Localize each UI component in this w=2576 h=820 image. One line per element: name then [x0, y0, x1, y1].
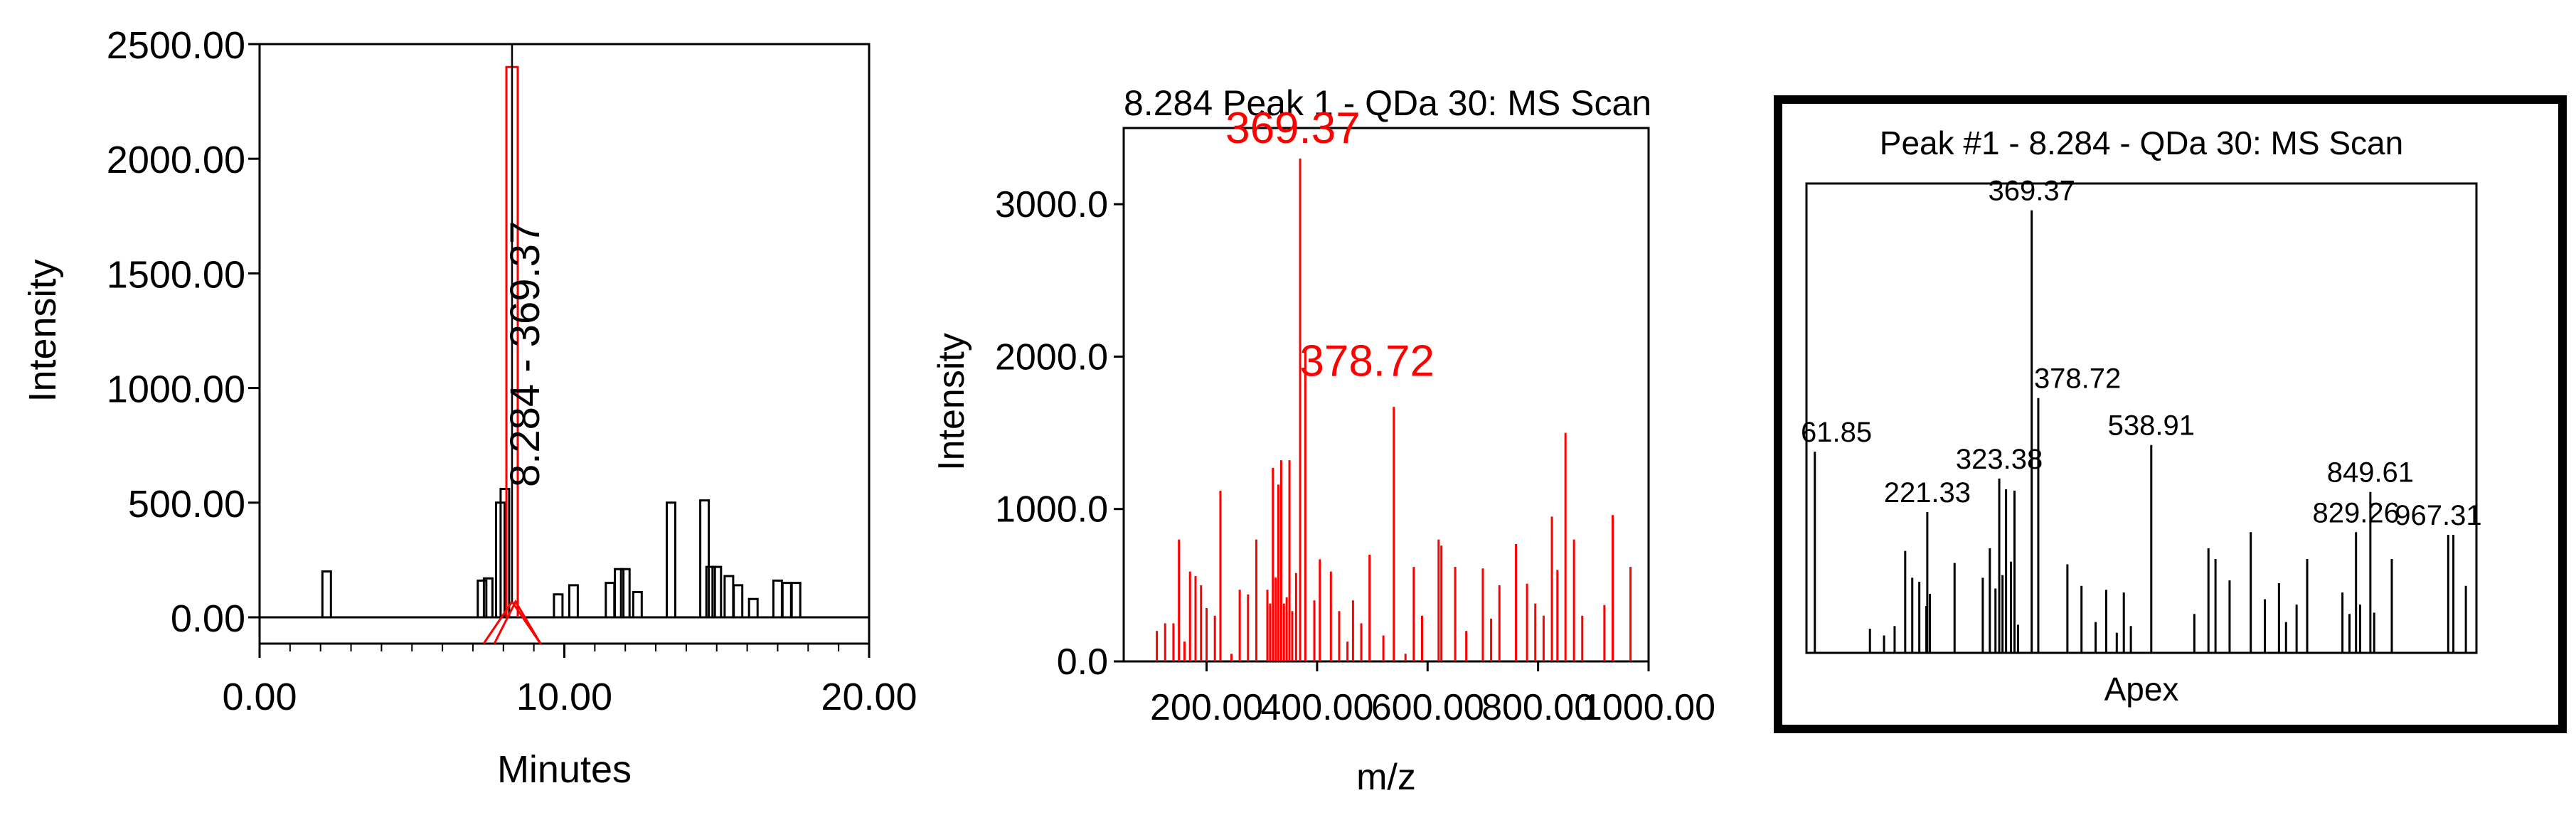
chromatogram-peak	[614, 568, 625, 617]
apex-spectrum-chart: Peak #1 - 8.284 - QDa 30: MS Scan Apex 61.…	[1774, 95, 2567, 733]
chromatogram-peak	[747, 597, 759, 617]
y-tick-label: 3000.0	[995, 184, 1108, 225]
y-axis-label: Intensity	[21, 259, 64, 402]
chromatogram-peak	[781, 582, 792, 617]
chart-title: 8.284 Peak 1 - QDa 30: MS Scan	[1124, 83, 1651, 123]
y-tick-label: 500.00	[128, 483, 245, 526]
peak-label: 378.72	[2034, 363, 2121, 395]
y-tick-label: 0.00	[171, 597, 245, 640]
peak-label: 369.37	[1989, 176, 2075, 207]
peak-label: 829.26	[2313, 497, 2400, 528]
chromatogram-peak	[568, 584, 579, 617]
plot-frame	[258, 43, 871, 645]
chromatogram-peak	[733, 584, 744, 617]
x-tick-label: 1000.00	[1582, 687, 1715, 728]
plot-frame	[1122, 127, 1650, 663]
chromatogram-peak	[499, 488, 511, 617]
x-tick-label: 10.00	[516, 676, 612, 718]
peak-label: 849.61	[2327, 457, 2414, 489]
x-axis-label: m/z	[1356, 757, 1416, 798]
outer-frame	[1774, 95, 2567, 733]
peak-integration-mark	[493, 599, 542, 644]
chromatogram-chart: 0.00 500.00 1000.00 1500.00 2000.00 2500.00 0.…	[21, 24, 917, 791]
peak-label: 61.85	[1801, 417, 1872, 448]
x-tick-label: 200.00	[1150, 687, 1263, 728]
chromatogram-peak	[790, 582, 802, 617]
x-tick-label: 20.00	[821, 676, 917, 718]
chromatogram-peak	[477, 579, 488, 617]
chromatogram-peak	[321, 570, 332, 617]
peak-label: 369.37	[1225, 104, 1361, 153]
peak-label: 323.38	[1956, 444, 2043, 475]
chromatogram-peak	[705, 565, 716, 617]
chromatogram-peak	[666, 501, 676, 617]
chromatogram-peak	[772, 579, 783, 617]
y-tick-label: 1000.00	[107, 368, 245, 411]
chromatogram-peak	[711, 565, 723, 617]
spectrum-chart: 8.284 Peak 1 - QDa 30: MS Scan 0.0 1000.0 2…	[931, 83, 1715, 798]
x-tick-label: 400.00	[1260, 687, 1373, 728]
x-axis-label: Apex	[2104, 671, 2179, 708]
chromatogram-peak	[605, 582, 616, 617]
chart-title: Peak #1 - 8.284 - QDa 30: MS Scan	[1880, 124, 2403, 161]
y-tick-label: 1500.00	[107, 253, 245, 296]
chromatogram-peak	[699, 499, 710, 617]
plot-frame	[1805, 182, 2478, 654]
y-tick-label: 2000.0	[995, 336, 1108, 378]
peak-label: 967.31	[2395, 500, 2481, 531]
x-tick-label: 0.00	[222, 676, 297, 718]
chromatogram-peak	[553, 593, 564, 617]
y-tick-label: 1000.0	[995, 489, 1108, 531]
chromatogram-peak	[632, 591, 643, 617]
y-tick-label: 2500.00	[107, 24, 245, 67]
peak-label: 538.91	[2108, 410, 2195, 442]
chromatogram-peak	[482, 577, 494, 617]
y-tick-label: 2000.00	[107, 139, 245, 181]
x-axis-label: Minutes	[497, 748, 632, 791]
peak-label: 378.72	[1299, 337, 1435, 386]
peak-label: 221.33	[1884, 477, 1971, 508]
peak-annotation: 8.284 - 369.37	[502, 221, 548, 487]
y-axis-label: Intensity	[931, 333, 972, 471]
x-tick-label: 600.00	[1371, 687, 1484, 728]
chromatogram-peak	[619, 568, 631, 617]
x-tick-label: 800.00	[1481, 687, 1595, 728]
y-tick-label: 0.0	[1057, 641, 1108, 683]
chromatogram-peak	[723, 575, 735, 617]
